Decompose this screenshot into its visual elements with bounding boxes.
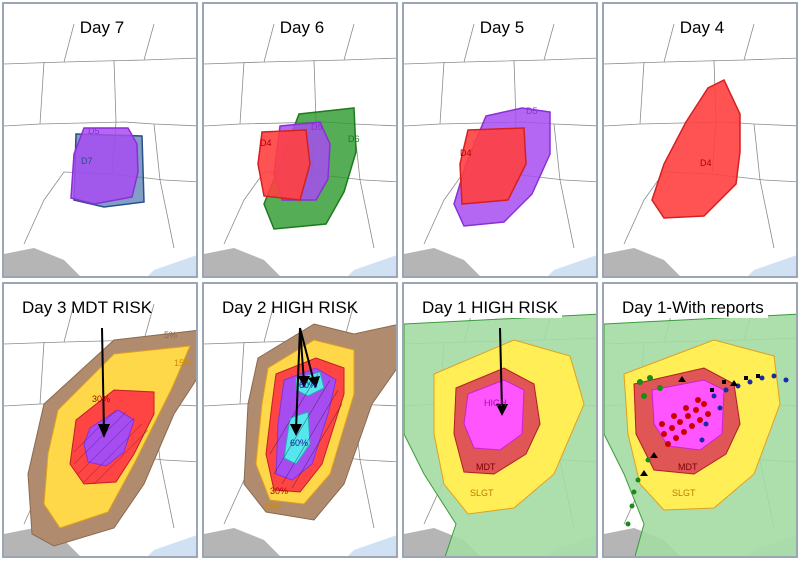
map-day6: D4 D5 D6 [204,23,396,276]
high-area [463,379,525,451]
storm-reports [625,373,789,527]
label-15: 15% [174,358,192,368]
outlook-area-d5 [70,127,139,205]
label-d6: D6 [348,134,360,144]
label-d4: D4 [460,148,472,158]
label-d4: D4 [260,138,272,148]
map-day3: 5% 15% 30% [4,303,196,556]
map-day1-reports: MDT SLGT [604,303,796,556]
arrow-icon [101,327,105,433]
label-d4: D4 [700,158,712,168]
map-day1: HIGH MDT SLGT [404,303,596,556]
label-60-south: 60% [290,438,308,448]
label-30: 30% [270,486,288,496]
panel-title: Day 7 [79,18,125,37]
map-day4: D4 [604,23,796,276]
label-high: HIGH [484,398,507,408]
label-slgt: SLGT [672,488,696,498]
panel-title: Day 6 [279,18,325,37]
panel-day1-reports: MDT SLGT Day 1-With reports [602,282,798,558]
panel-day6: D4 D5 D6 Day 6 [202,2,398,278]
map-day2: 60% 60% 30% 15% [204,303,396,556]
label-30: 30% [92,394,110,404]
panel-day1: HIGH MDT SLGT Day 1 HIGH RISK [402,282,598,558]
arrow-icon [299,327,315,383]
label-15: 15% [264,502,282,512]
label-60-north: 60% [299,380,317,390]
arrow-icon [499,327,503,411]
arrow-head [290,424,302,436]
outlook-area-d4 [257,129,311,201]
hatch-significant [73,409,149,485]
map-day7: D5 D7 [4,23,196,276]
label-5: 5% [164,330,177,340]
arrow-head [298,376,310,388]
outlook-area-d4 [651,78,741,219]
hatch-significant [269,373,343,489]
panel-title: Day 5 [479,18,525,37]
panel-day4: D4 Day 4 [602,2,798,278]
arrow-icon [299,327,305,383]
panel-title: Day 1 HIGH RISK [422,298,563,318]
panel-title: Day 2 HIGH RISK [222,298,359,317]
panel-day3: 5% 15% 30% Day 3 MDT RISK [2,282,198,558]
label-d5: D5 [526,106,538,116]
map-day5: D4 D5 [404,23,596,276]
panel-title: Day 3 MDT RISK [22,298,153,317]
panel-day2: 60% 60% 30% 15% Day 2 HIGH RISK [202,282,398,558]
label-mdt: MDT [678,462,698,472]
panel-day7: D5 D7 Day 7 [2,2,198,278]
label-mdt: MDT [476,462,496,472]
label-d7: D7 [81,156,93,166]
label-d5: D5 [311,122,323,132]
panel-title: Day 4 [679,18,725,37]
panel-day5: D4 D5 Day 5 [402,2,598,278]
arrow-icon [295,327,301,431]
outlook-area-d4 [459,127,527,205]
panel-title: Day 1-With reports [622,298,768,318]
label-d5: D5 [88,126,100,136]
arrow-head [98,424,110,438]
arrow-head [308,376,320,388]
prob-45-area [83,409,135,467]
label-slgt: SLGT [470,488,494,498]
arrow-head [496,404,508,416]
